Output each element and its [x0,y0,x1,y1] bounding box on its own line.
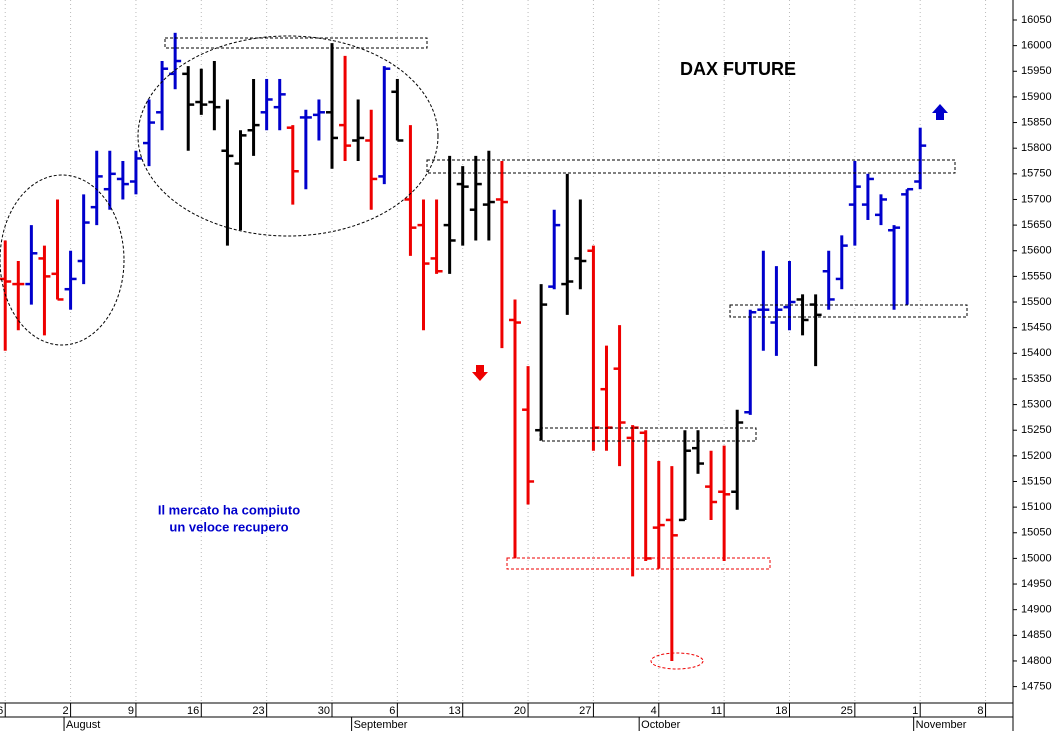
y-tick-label: 14950 [1021,578,1052,590]
x-tick-label: 2 [62,705,68,717]
y-tick-label: 15450 [1021,322,1052,334]
y-tick-label: 15350 [1021,373,1052,385]
y-tick-label: 15150 [1021,475,1052,487]
y-tick-label: 15100 [1021,501,1052,513]
x-tick-label: 11 [711,705,722,717]
low-ellipse [650,652,704,670]
x-tick-label: 8 [977,705,983,717]
y-tick-label: 15300 [1021,398,1052,410]
y-tick-label: 15800 [1021,142,1052,154]
x-tick-label: 16 [187,705,199,717]
y-tick-label: 15500 [1021,296,1052,308]
x-tick-label: 20 [514,705,526,717]
chart-title: DAX FUTURE [680,59,796,79]
y-tick-label: 14900 [1021,604,1052,616]
x-tick-label: 23 [252,705,264,717]
x-tick-label: 18 [775,705,787,717]
month-label: August [66,719,100,731]
month-label: October [641,719,680,731]
y-tick-label: 15600 [1021,245,1052,257]
y-tick-label: 15400 [1021,347,1052,359]
y-tick-label: 15750 [1021,168,1052,180]
resistance-box [164,37,428,49]
y-tick-label: 15250 [1021,424,1052,436]
y-tick-label: 15650 [1021,219,1052,231]
up-arrow [932,104,948,120]
y-tick-label: 14850 [1021,629,1052,641]
annotation-text: un veloce recupero [169,519,288,534]
annotation-ellipse [137,35,439,237]
y-tick-label: 14750 [1021,680,1052,692]
x-tick-label: 25 [841,705,853,717]
support-box [729,304,968,318]
resistance-box [426,159,956,174]
y-tick-label: 15550 [1021,270,1052,282]
x-tick-label: 6 [389,705,395,717]
x-tick-label: 9 [128,705,134,717]
x-tick-label: 13 [448,705,460,717]
y-tick-label: 15950 [1021,65,1052,77]
month-label: September [354,719,408,731]
annotation-ellipse [0,174,125,346]
y-tick-label: 16050 [1021,14,1052,26]
month-label: November [916,719,967,731]
y-tick-label: 15850 [1021,116,1052,128]
x-tick-label: 30 [318,705,330,717]
support-box [506,557,771,570]
y-tick-label: 15700 [1021,193,1052,205]
annotation-text: Il mercato ha compiuto [158,502,300,517]
y-tick-label: 15050 [1021,527,1052,539]
x-tick-label: 26 [0,705,3,717]
x-tick-label: 1 [912,705,918,717]
bars [0,32,927,661]
support-box [539,427,757,442]
x-tick-label: 4 [651,705,657,717]
x-tick-label: 27 [579,705,591,717]
y-tick-label: 15900 [1021,91,1052,103]
y-tick-label: 16000 [1021,40,1052,52]
plot-area [0,0,1013,703]
y-tick-label: 15000 [1021,552,1052,564]
y-tick-label: 14800 [1021,655,1052,667]
down-arrow [472,365,488,381]
y-tick-label: 15200 [1021,450,1052,462]
